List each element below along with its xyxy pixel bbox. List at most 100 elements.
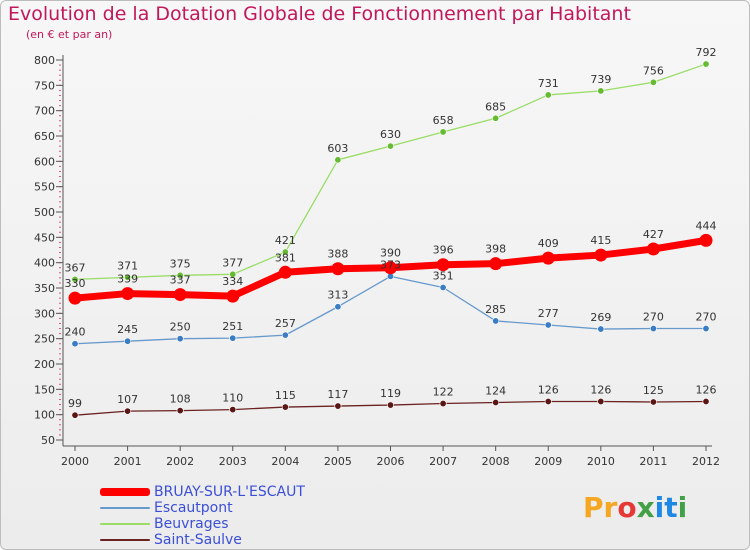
legend: BRUAY-SUR-L'ESCAUT Escautpont Beuvrages … (100, 484, 305, 548)
data-point (439, 128, 447, 136)
y-tick-label: 700 (34, 105, 55, 118)
data-label: 373 (380, 258, 401, 271)
y-tick-label: 500 (34, 206, 55, 219)
data-label: 351 (433, 269, 454, 282)
data-label: 108 (170, 393, 191, 406)
data-point (386, 401, 394, 409)
data-point (544, 91, 552, 99)
data-point (544, 397, 552, 405)
x-tick-label: 2006 (377, 455, 405, 468)
data-label: 117 (327, 388, 348, 401)
data-point (702, 60, 710, 68)
data-point (229, 270, 237, 278)
data-point (597, 87, 605, 95)
data-label: 792 (696, 46, 717, 59)
data-point (702, 325, 710, 333)
data-label: 124 (485, 385, 506, 398)
data-point (649, 398, 657, 406)
data-point (439, 400, 447, 408)
data-point (492, 317, 500, 325)
data-point (597, 397, 605, 405)
x-tick-label: 2007 (429, 455, 457, 468)
legend-swatch (100, 539, 150, 541)
data-point (386, 142, 394, 150)
data-label: 270 (696, 311, 717, 324)
data-point (492, 399, 500, 407)
data-label: 270 (643, 311, 664, 324)
data-label: 126 (696, 383, 717, 396)
data-point (489, 257, 503, 271)
x-tick-label: 2001 (114, 455, 142, 468)
data-label: 371 (117, 259, 138, 272)
data-label: 377 (222, 256, 243, 269)
data-label: 337 (170, 274, 191, 287)
data-point (702, 397, 710, 405)
data-label: 269 (590, 311, 611, 324)
data-label: 110 (222, 392, 243, 405)
data-label: 245 (117, 323, 138, 336)
y-tick-label: 750 (34, 79, 55, 92)
data-label: 313 (327, 289, 348, 302)
x-tick-label: 2011 (639, 455, 667, 468)
data-point (649, 325, 657, 333)
data-label: 427 (643, 228, 664, 241)
data-point (124, 337, 132, 345)
data-point (281, 248, 289, 256)
data-label: 334 (222, 275, 243, 288)
logo-letter: i (677, 491, 688, 524)
y-tick-label: 600 (34, 155, 55, 168)
y-tick-label: 450 (34, 231, 55, 244)
data-point (176, 271, 184, 279)
data-point (436, 258, 450, 272)
proxiti-logo: Proxiti (583, 491, 687, 524)
data-label: 381 (275, 251, 296, 264)
legend-label: Escautpont (154, 500, 233, 516)
data-point (71, 340, 79, 348)
data-label: 251 (222, 320, 243, 333)
data-label: 630 (380, 128, 401, 141)
data-point (229, 406, 237, 414)
data-point (124, 273, 132, 281)
y-tick-label: 50 (41, 434, 55, 447)
logo-letter: P (583, 491, 604, 524)
data-point (331, 262, 345, 276)
data-point (439, 283, 447, 291)
data-label: 603 (327, 142, 348, 155)
data-point (71, 275, 79, 283)
legend-swatch (100, 523, 150, 525)
data-label: 444 (696, 219, 717, 232)
x-tick-label: 2009 (534, 455, 562, 468)
data-label: 257 (275, 317, 296, 330)
x-tick-label: 2005 (324, 455, 352, 468)
x-tick-label: 2012 (692, 455, 720, 468)
y-tick-label: 650 (34, 130, 55, 143)
chart-title: Evolution de la Dotation Globale de Fonc… (8, 3, 631, 25)
data-label: 285 (485, 303, 506, 316)
legend-item: Saint-Saulve (100, 532, 305, 548)
data-point (334, 156, 342, 164)
logo-letter: t (664, 491, 678, 524)
data-point (492, 114, 500, 122)
y-tick-label: 200 (34, 358, 55, 371)
data-point (71, 411, 79, 419)
data-label: 119 (380, 387, 401, 400)
data-label: 126 (538, 383, 559, 396)
legend-item: Escautpont (100, 500, 305, 516)
data-point (281, 331, 289, 339)
legend-item: Beuvrages (100, 516, 305, 532)
data-label: 685 (485, 100, 506, 113)
data-label: 240 (65, 326, 86, 339)
legend-label: Saint-Saulve (154, 532, 242, 548)
data-point (121, 287, 135, 301)
data-point (597, 325, 605, 333)
data-label: 367 (65, 261, 86, 274)
data-point (281, 403, 289, 411)
data-label: 250 (170, 321, 191, 334)
y-tick-label: 550 (34, 181, 55, 194)
y-tick-label: 300 (34, 307, 55, 320)
data-label: 658 (433, 114, 454, 127)
data-label: 398 (485, 243, 506, 256)
logo-letter: i (654, 491, 665, 524)
y-tick-label: 800 (34, 54, 55, 67)
